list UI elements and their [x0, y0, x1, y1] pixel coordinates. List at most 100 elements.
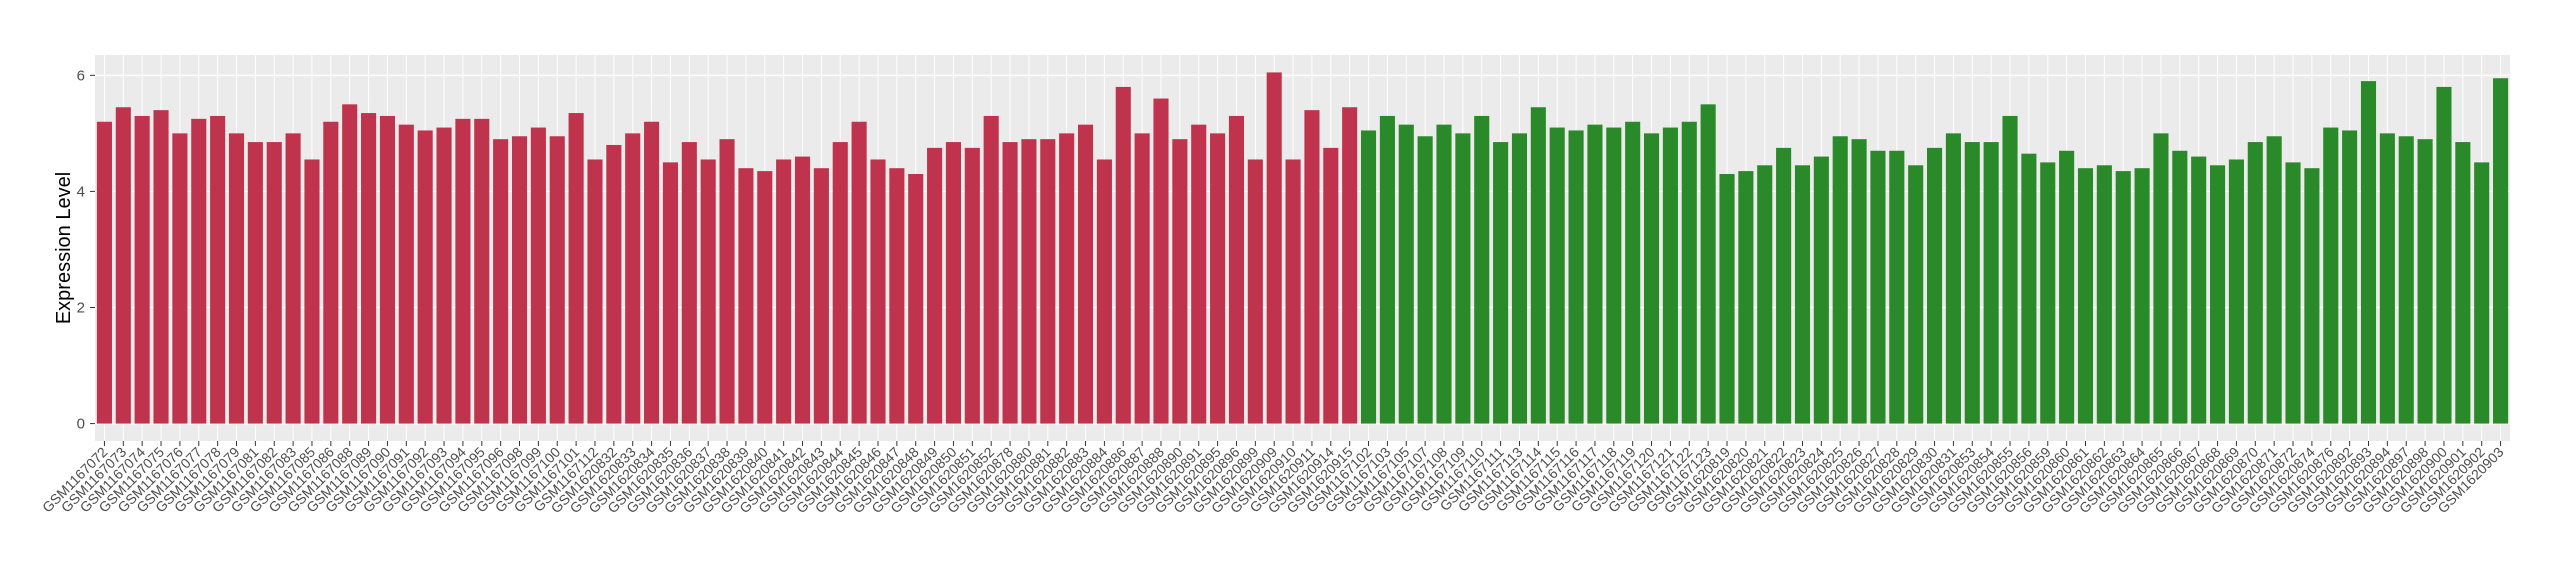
bar	[2398, 136, 2414, 424]
bar	[1794, 165, 1811, 424]
bar	[2360, 81, 2377, 424]
bar	[1360, 130, 1377, 424]
bar	[1493, 142, 1509, 424]
bar	[1681, 121, 1697, 424]
bar	[455, 118, 471, 424]
bar	[2304, 168, 2320, 424]
bar	[1530, 107, 1546, 424]
y-tick-label: 0	[77, 416, 85, 433]
bar	[1870, 150, 1886, 424]
bar	[2417, 139, 2433, 424]
bar	[1587, 124, 1603, 424]
bar	[2247, 142, 2263, 424]
y-tick-label: 6	[77, 67, 85, 84]
bar	[1323, 147, 1339, 424]
bar	[568, 113, 584, 424]
bar	[757, 171, 773, 424]
bar	[1908, 165, 1924, 424]
bar	[247, 142, 263, 424]
y-tick-label: 2	[77, 299, 85, 316]
bar	[1077, 124, 1094, 424]
bar	[738, 168, 754, 424]
bar	[908, 173, 924, 424]
bar	[1719, 173, 1735, 424]
bar	[870, 159, 886, 424]
bar	[342, 104, 358, 424]
bar	[964, 147, 980, 424]
bar	[1964, 142, 1980, 424]
bar	[361, 113, 377, 424]
bar	[1210, 133, 1226, 424]
bar	[210, 115, 226, 424]
bar	[794, 156, 811, 424]
bar	[1191, 124, 1207, 424]
bar	[2134, 168, 2150, 424]
bar	[1983, 142, 1999, 424]
bar	[1115, 86, 1131, 424]
bar	[2379, 133, 2395, 424]
bar	[1436, 124, 1452, 424]
bar	[511, 136, 528, 424]
bar	[1021, 139, 1037, 424]
bar	[1832, 136, 1848, 424]
bar	[1549, 127, 1565, 424]
bar	[1662, 127, 1678, 424]
bar	[851, 121, 867, 424]
bar	[776, 159, 792, 424]
bar	[1945, 133, 1961, 424]
bar	[2021, 153, 2037, 424]
bar	[1040, 139, 1056, 424]
bar	[2172, 150, 2188, 424]
bar	[1247, 159, 1263, 424]
bar	[228, 133, 245, 424]
bar	[2096, 165, 2112, 424]
bar	[2455, 142, 2471, 424]
bar	[323, 121, 339, 424]
bar	[379, 115, 395, 424]
y-tick-label: 4	[77, 183, 85, 200]
bar	[1228, 115, 1245, 424]
bar	[889, 168, 905, 424]
bar	[813, 168, 829, 424]
bar	[1379, 115, 1395, 424]
bar	[832, 142, 848, 424]
bar	[1304, 110, 1320, 424]
bar	[1266, 72, 1282, 424]
bar	[587, 159, 603, 424]
bar	[1153, 98, 1169, 424]
bar	[2436, 86, 2452, 424]
bar	[115, 107, 131, 424]
bar	[700, 159, 716, 424]
bar	[1172, 139, 1188, 424]
bar	[1134, 133, 1150, 424]
bar	[1927, 147, 1943, 424]
bar	[2228, 159, 2244, 424]
bar	[2040, 162, 2056, 424]
bar	[1455, 133, 1471, 424]
bar	[2002, 115, 2018, 424]
bar	[1851, 139, 1867, 424]
bar	[1776, 147, 1792, 424]
bar	[2266, 136, 2282, 424]
bar	[1096, 159, 1112, 424]
bar	[2210, 165, 2226, 424]
bar	[606, 144, 622, 424]
bar	[172, 133, 188, 424]
bar	[644, 121, 660, 424]
bar	[96, 121, 112, 424]
bar	[2153, 133, 2169, 424]
bar	[134, 115, 150, 424]
bar	[1002, 142, 1018, 424]
bar	[719, 139, 735, 424]
bar	[1643, 133, 1660, 424]
bar	[493, 139, 509, 424]
bar	[2077, 168, 2094, 424]
bar	[1342, 107, 1358, 424]
bar	[398, 124, 414, 424]
bar	[1813, 156, 1829, 424]
bar	[2115, 171, 2131, 424]
y-axis-label: Expression Level	[53, 172, 75, 324]
bar	[983, 115, 999, 424]
bar	[1606, 127, 1622, 424]
